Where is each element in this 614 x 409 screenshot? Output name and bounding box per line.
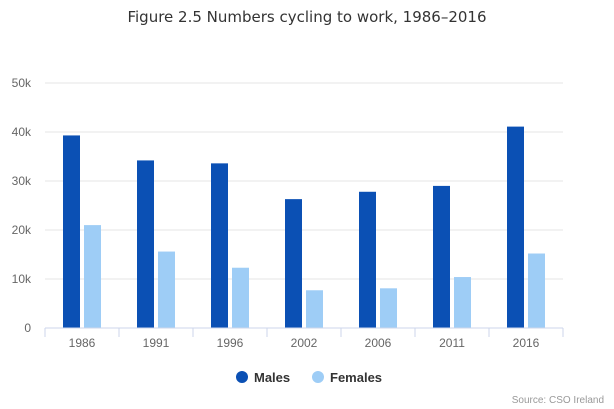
legend-swatch (236, 371, 248, 383)
y-tick-label: 30k (12, 174, 32, 188)
x-axis: 1986 1991 1996 2002 2006 2011 2016 (44, 327, 564, 350)
x-tick-label: 2002 (291, 336, 318, 350)
bar-males-1986[interactable] (63, 135, 80, 328)
legend: Males Females (236, 370, 382, 385)
x-tick-label: 2016 (513, 336, 540, 350)
x-tick-label: 1986 (69, 336, 96, 350)
bar-males-2002[interactable] (285, 199, 302, 328)
y-tick-label: 10k (12, 272, 32, 286)
x-tick-label: 1991 (143, 336, 170, 350)
bar-females-2006[interactable] (380, 288, 397, 328)
bar-series (63, 126, 545, 328)
legend-item-males[interactable]: Males (236, 370, 290, 385)
bar-males-1991[interactable] (137, 160, 154, 328)
bar-males-2011[interactable] (433, 185, 450, 328)
bar-females-1991[interactable] (158, 251, 175, 328)
bar-males-2006[interactable] (359, 191, 376, 328)
bar-males-1996[interactable] (211, 163, 228, 328)
bar-females-2002[interactable] (306, 290, 323, 328)
x-tick-label: 1996 (217, 336, 244, 350)
y-tick-label: 40k (12, 125, 32, 139)
bar-females-1996[interactable] (232, 267, 249, 328)
legend-swatch (312, 371, 324, 383)
legend-label: Females (330, 370, 382, 385)
bar-females-2011[interactable] (454, 277, 471, 328)
gridlines (45, 82, 563, 280)
x-tick-label: 2006 (365, 336, 392, 350)
bar-females-2016[interactable] (528, 253, 545, 328)
source-credit[interactable]: Source: CSO Ireland (512, 395, 604, 406)
bar-females-1986[interactable] (84, 225, 101, 328)
y-axis-ticks: 0 10k 20k 30k 40k 50k (12, 76, 32, 335)
legend-label: Males (254, 370, 290, 385)
y-tick-label: 20k (12, 223, 32, 237)
legend-item-females[interactable]: Females (312, 370, 382, 385)
bar-males-2016[interactable] (507, 126, 524, 328)
x-tick-label: 2011 (439, 336, 465, 350)
chart-title: Figure 2.5 Numbers cycling to work, 1986… (127, 8, 486, 26)
y-tick-label: 0 (24, 321, 31, 335)
y-tick-label: 50k (12, 76, 32, 90)
